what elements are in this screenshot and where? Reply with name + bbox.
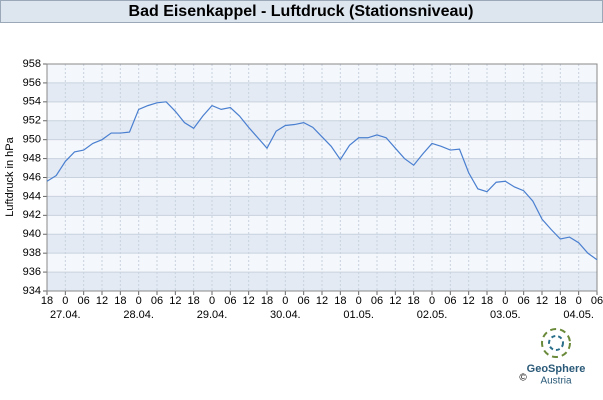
x-tick-label: 0: [576, 295, 582, 307]
y-tick-label: 954: [23, 96, 41, 108]
x-tick-label: 06: [591, 295, 603, 307]
x-tick-label: 18: [114, 295, 126, 307]
copyright: ©: [519, 373, 527, 384]
plot-border: [46, 63, 598, 292]
x-tick-label: 06: [78, 295, 90, 307]
x-tick-label: 12: [169, 295, 181, 307]
x-tick-label: 18: [334, 295, 346, 307]
logo-icon: [541, 328, 571, 358]
x-tick-label: 06: [444, 295, 456, 307]
y-tick-label: 944: [23, 190, 41, 202]
x-tick-label: 18: [41, 295, 53, 307]
x-tick-label: 18: [554, 295, 566, 307]
logo-icon: [548, 335, 564, 351]
y-tick-label: 950: [23, 134, 41, 146]
grid-band: [47, 234, 597, 254]
y-tick-label: 934: [23, 285, 41, 297]
logo-sub: Austria: [540, 376, 572, 387]
logo-name: GeoSphere: [527, 363, 586, 375]
x-date-label: 01.05.: [343, 309, 374, 321]
y-tick-label: 938: [23, 247, 41, 259]
x-tick-label: 12: [96, 295, 108, 307]
x-tick-label: 18: [261, 295, 273, 307]
y-tick-label: 948: [23, 152, 41, 164]
y-tick-label: 940: [23, 228, 41, 240]
x-tick-label: 06: [151, 295, 163, 307]
x-tick-label: 18: [481, 295, 493, 307]
x-date-label: 04.05.: [563, 309, 594, 321]
x-tick-label: 0: [136, 295, 142, 307]
x-tick-label: 12: [243, 295, 255, 307]
logo: GeoSphere Austria ©: [519, 328, 586, 387]
y-tick-label: 942: [23, 209, 41, 221]
x-tick-label: 0: [62, 295, 68, 307]
x-date-label: 27.04.: [50, 309, 81, 321]
y-tick-label: 946: [23, 171, 41, 183]
x-tick-label: 06: [298, 295, 310, 307]
x-tick-label: 06: [518, 295, 530, 307]
x-tick-label: 12: [463, 295, 475, 307]
x-tick-label: 0: [429, 295, 435, 307]
x-tick-label: 0: [282, 295, 288, 307]
y-axis-label: Luftdruck in hPa: [4, 136, 16, 216]
x-date-label: 29.04.: [197, 309, 228, 321]
y-tick-label: 936: [23, 266, 41, 278]
x-date-label: 03.05.: [490, 309, 521, 321]
x-tick-label: 06: [224, 295, 236, 307]
x-tick-label: 18: [188, 295, 200, 307]
y-tick-label: 958: [23, 58, 41, 70]
x-tick-label: 18: [408, 295, 420, 307]
x-tick-label: 12: [389, 295, 401, 307]
grid-band: [47, 120, 597, 140]
x-tick-label: 0: [209, 295, 215, 307]
x-tick-label: 12: [316, 295, 328, 307]
y-tick-label: 956: [23, 77, 41, 89]
x-tick-label: 0: [356, 295, 362, 307]
x-tick-label: 0: [502, 295, 508, 307]
x-date-label: 30.04.: [270, 309, 301, 321]
x-date-label: 02.05.: [417, 309, 448, 321]
line-series: [46, 101, 598, 261]
x-tick-label: 12: [536, 295, 548, 307]
chart-title: Bad Eisenkappel - Luftdruck (Stationsniv…: [129, 3, 474, 20]
x-date-label: 28.04.: [123, 309, 154, 321]
y-tick-label: 952: [23, 115, 41, 127]
x-tick-label: 06: [371, 295, 383, 307]
